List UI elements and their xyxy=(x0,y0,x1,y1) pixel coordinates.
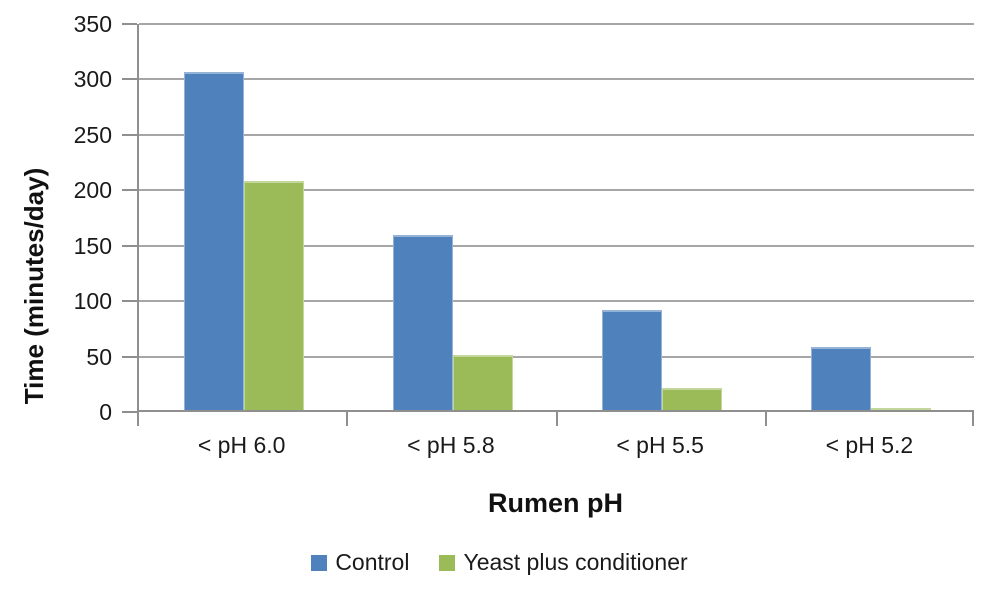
y-axis-tick-250 xyxy=(122,133,137,136)
x-axis-category-label: < pH 5.5 xyxy=(616,432,704,458)
x-axis-tick-2 xyxy=(555,411,558,426)
gridline-200 xyxy=(139,189,974,192)
bar-control-2 xyxy=(602,310,663,410)
y-axis-tick-label: 250 xyxy=(73,121,112,148)
legend: Control Yeast plus conditioner xyxy=(0,549,999,576)
bar-control-1 xyxy=(392,234,453,410)
x-axis-category-label: < pH 5.2 xyxy=(825,432,914,458)
legend-label: Yeast plus conditioner xyxy=(463,549,688,575)
y-axis-tick-label: 150 xyxy=(73,232,112,259)
x-axis-tick-4 xyxy=(972,411,974,426)
bar-yeast-plus-conditioner-2 xyxy=(662,387,723,410)
gridline-350 xyxy=(139,23,974,25)
y-axis-tick-100 xyxy=(122,300,137,303)
y-axis-tick-label: 350 xyxy=(73,11,112,37)
y-axis-tick-300 xyxy=(122,78,137,81)
y-axis-tick-350 xyxy=(122,23,137,25)
gridline-250 xyxy=(139,133,974,136)
y-axis-title: Time (minutes/day) xyxy=(19,167,49,405)
gridline-100 xyxy=(139,300,974,303)
x-axis-tick-0 xyxy=(137,411,139,426)
bar-yeast-plus-conditioner-3 xyxy=(871,407,932,410)
bar-control-0 xyxy=(183,71,244,410)
y-axis-tick-label: 0 xyxy=(99,399,112,425)
x-axis-title: Rumen pH xyxy=(488,488,623,518)
legend-item-yeast-plus-conditioner: Yeast plus conditioner xyxy=(439,549,688,576)
y-axis-tick-label: 50 xyxy=(86,343,112,370)
gridline-300 xyxy=(139,78,974,81)
plot-area xyxy=(137,23,974,412)
y-axis-tick-50 xyxy=(122,355,137,358)
x-axis-category-label: < pH 5.8 xyxy=(407,432,495,458)
y-axis-tick-label: 100 xyxy=(73,288,112,315)
gridline-50 xyxy=(139,355,974,358)
y-axis-tick-150 xyxy=(122,244,137,247)
bar-yeast-plus-conditioner-0 xyxy=(243,180,304,410)
y-axis-tick-label: 200 xyxy=(73,177,112,204)
x-axis-tick-1 xyxy=(346,411,349,426)
bar-yeast-plus-conditioner-1 xyxy=(452,354,513,410)
x-axis-tick-3 xyxy=(764,411,767,426)
legend-label: Control xyxy=(335,549,410,575)
y-axis-tick-200 xyxy=(122,189,137,192)
legend-swatch-icon xyxy=(439,554,456,571)
x-axis-category-label: < pH 6.0 xyxy=(197,432,286,458)
y-axis-tick-0 xyxy=(122,411,137,413)
bar-control-3 xyxy=(811,346,872,410)
gridline-150 xyxy=(139,244,974,247)
y-axis-tick-label: 300 xyxy=(73,66,112,93)
legend-swatch-icon xyxy=(311,554,328,571)
legend-item-control: Control xyxy=(311,549,409,576)
